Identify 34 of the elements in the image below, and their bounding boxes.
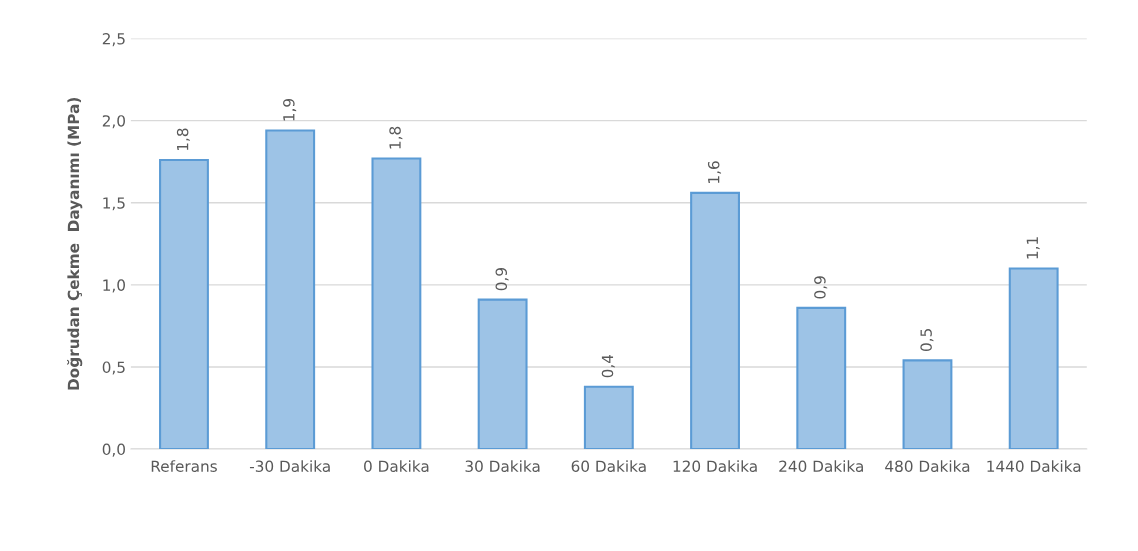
- y-tick-label: 0,0: [102, 443, 125, 457]
- x-tick-label: 240 Dakika: [779, 460, 863, 472]
- bar: [690, 191, 740, 450]
- data-label: 1,6: [707, 161, 722, 183]
- y-tick-label: 1,0: [103, 279, 125, 293]
- bar: [371, 157, 422, 450]
- x-tick-label: 1440 Dakika: [987, 460, 1081, 472]
- bar: [796, 306, 847, 450]
- bar: [583, 385, 634, 450]
- data-label: 1,9: [283, 98, 297, 121]
- x-tick-label: 480 Dakika: [885, 460, 970, 472]
- x-tick-label: Referans: [151, 460, 217, 472]
- data-label: 0,4: [601, 354, 615, 378]
- x-tick-label: 30 Dakika: [465, 460, 540, 472]
- y-tick-label: 2,5: [102, 33, 125, 47]
- data-label: 0,9: [495, 268, 509, 291]
- data-label: 1,8: [389, 126, 403, 149]
- data-label: 1,8: [176, 128, 190, 151]
- bar: [265, 129, 316, 450]
- x-tick-label: -30 Dakika: [249, 460, 330, 472]
- data-label: 1,1: [1026, 237, 1040, 259]
- bar: [477, 298, 528, 450]
- x-tick-label: 120 Dakika: [673, 460, 757, 472]
- x-tick-label: 60 Dakika: [571, 460, 646, 472]
- x-tick-label: 0 Dakika: [364, 460, 429, 472]
- bar: [902, 359, 953, 450]
- y-tick-label: 2,0: [102, 115, 125, 129]
- bar: [1008, 267, 1059, 450]
- y-tick-label: 1,5: [103, 197, 125, 211]
- bar: [159, 159, 209, 450]
- data-label: 0,9: [814, 276, 828, 299]
- y-tick-label: 0,5: [102, 361, 125, 375]
- data-label: 0,5: [920, 329, 934, 352]
- y-axis-title: Doğrudan Çekme Dayanımı (MPa): [66, 98, 83, 390]
